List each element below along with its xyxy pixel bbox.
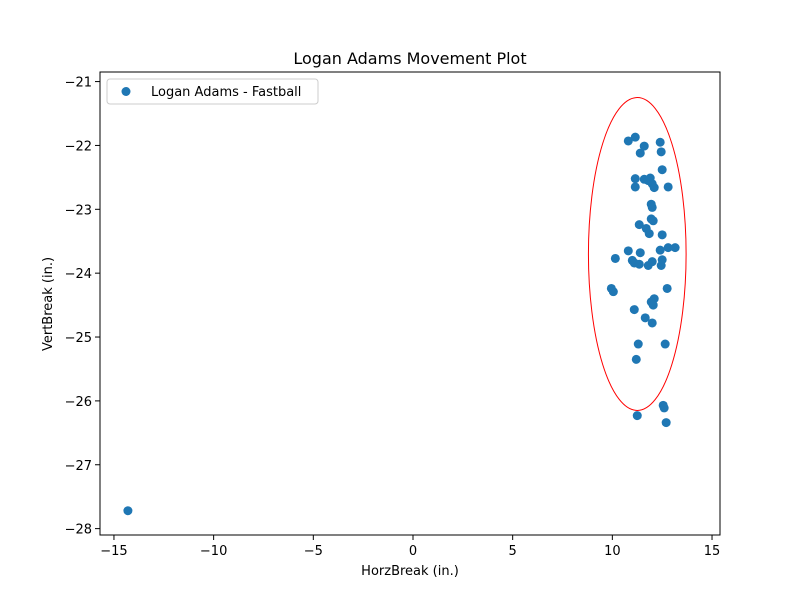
data-point	[608, 287, 618, 297]
y-tick-label: −28	[65, 523, 92, 538]
data-point	[670, 243, 680, 253]
data-point	[663, 243, 673, 253]
data-point	[648, 300, 658, 310]
y-tick-label: −21	[65, 76, 92, 91]
data-point	[657, 255, 667, 265]
x-tick-label: 10	[604, 544, 621, 559]
data-point	[629, 305, 639, 315]
data-point	[639, 141, 649, 151]
x-tick-label: −5	[304, 544, 323, 559]
highlight-ellipse	[587, 97, 687, 411]
y-tick-label: −22	[65, 139, 92, 154]
plot-frame	[99, 71, 721, 536]
highlight-ellipse-layer	[587, 97, 687, 411]
y-tick-label: −27	[65, 459, 92, 474]
x-axis-label: HorzBreak (in.)	[361, 564, 459, 579]
y-axis-label: VertBreak (in.)	[41, 257, 56, 351]
data-point	[656, 147, 666, 157]
data-point	[632, 411, 642, 421]
y-tick-label: −25	[65, 331, 92, 346]
x-tick-label: 15	[704, 544, 721, 559]
data-point	[663, 182, 673, 192]
chart-title: Logan Adams Movement Plot	[293, 49, 526, 68]
data-point	[647, 318, 657, 328]
data-point	[630, 182, 640, 192]
data-point	[634, 259, 644, 269]
x-tick-label: 0	[409, 544, 417, 559]
data-point	[631, 354, 641, 364]
data-point	[623, 136, 633, 146]
y-tick-label: −26	[65, 395, 92, 410]
y-tick-label: −23	[65, 203, 92, 218]
x-axis-ticks: −15 −10 −5 0 5 10 15	[100, 535, 720, 559]
data-point	[634, 220, 644, 230]
data-point	[657, 230, 667, 240]
data-point	[655, 137, 665, 147]
x-tick-label: 5	[509, 544, 517, 559]
data-point	[649, 183, 659, 193]
legend-label: Logan Adams - Fastball	[151, 85, 301, 100]
data-point	[660, 339, 670, 349]
data-point	[630, 132, 640, 142]
data-point	[644, 229, 654, 239]
y-axis-ticks: −21 −22 −23 −24 −25 −26 −27 −28	[65, 76, 100, 538]
data-point	[123, 506, 133, 516]
data-point	[647, 257, 657, 267]
data-point	[648, 216, 658, 226]
legend-box	[106, 78, 319, 105]
legend: Logan Adams - Fastball	[106, 78, 319, 105]
x-tick-label: −15	[100, 544, 127, 559]
data-point	[662, 283, 672, 293]
data-point	[623, 246, 633, 256]
data-points	[123, 132, 680, 516]
data-point	[659, 403, 669, 413]
data-point	[635, 148, 645, 158]
data-point	[657, 165, 667, 175]
data-point	[633, 339, 643, 349]
legend-marker	[121, 87, 131, 96]
data-point	[661, 418, 671, 428]
data-point	[630, 174, 640, 184]
y-tick-label: −24	[65, 267, 92, 282]
data-point	[655, 245, 665, 255]
data-point	[640, 313, 650, 323]
data-point	[635, 248, 645, 258]
data-point	[610, 253, 620, 263]
x-tick-label: −10	[200, 544, 227, 559]
data-point	[647, 202, 657, 212]
